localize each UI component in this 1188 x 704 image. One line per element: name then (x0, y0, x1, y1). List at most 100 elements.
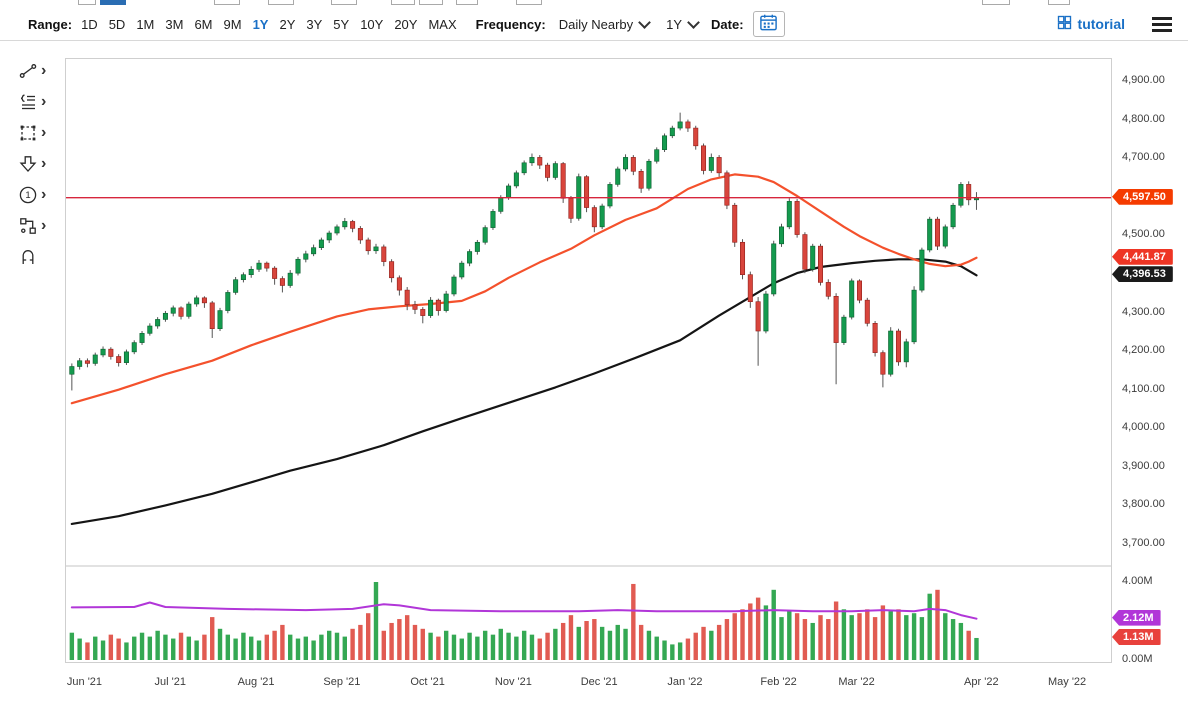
candle-body (584, 176, 590, 208)
candle-body (771, 243, 777, 295)
candle-body (435, 299, 441, 311)
period-select[interactable]: 1Y (662, 15, 702, 34)
candle-body (303, 253, 309, 260)
candle-body (919, 249, 925, 291)
volume-bar (69, 632, 75, 660)
cropped-button-fragment[interactable] (268, 0, 294, 5)
menu-icon[interactable] (1152, 16, 1172, 32)
range-option-3m[interactable]: 3M (165, 16, 184, 32)
x-axis-label: May '22 (1048, 676, 1087, 688)
chart-plot-area[interactable] (65, 58, 1112, 663)
cropped-button-fragment[interactable] (391, 0, 415, 5)
volume-bar (935, 589, 940, 660)
volume-bar (171, 638, 176, 660)
candle-body (872, 323, 878, 353)
annotation-list-tool[interactable]: › (18, 91, 62, 113)
volume-bar (272, 630, 277, 660)
volume-bar (849, 615, 854, 660)
range-option-1d[interactable]: 1D (81, 16, 98, 32)
volume-bar (373, 582, 379, 660)
candle-body (638, 170, 644, 189)
volume-bar (872, 617, 878, 660)
x-axis-label: Apr '22 (964, 676, 999, 688)
trend-line-tool[interactable]: › (18, 60, 62, 82)
y-axis-label: 4,800.00 (1122, 112, 1165, 125)
frequency-value: Daily Nearby (558, 16, 634, 32)
volume-bar (880, 605, 886, 660)
candle-body (272, 267, 278, 279)
selection-box-tool[interactable]: › (18, 122, 62, 144)
cropped-button-fragment[interactable] (1048, 0, 1070, 5)
connected-boxes-icon (18, 216, 38, 236)
volume-bar (560, 622, 566, 660)
volume-bar (288, 634, 293, 660)
volume-bar (826, 619, 831, 660)
volume-bar (732, 613, 737, 660)
volume-bar (818, 615, 823, 660)
range-option-1m[interactable]: 1M (136, 16, 155, 32)
volume-bar (451, 634, 457, 660)
range-option-3y[interactable]: 3Y (306, 16, 323, 32)
cropped-button-fragment[interactable] (214, 0, 240, 5)
chevron-right-icon: › (41, 155, 47, 172)
candle-body (591, 207, 597, 228)
x-axis-label: Sep '21 (323, 676, 361, 688)
cropped-button-fragment[interactable] (419, 0, 443, 5)
volume-bar (810, 622, 815, 660)
volume-bar (147, 636, 153, 660)
cropped-button-fragment[interactable] (516, 0, 542, 5)
avg-volume-tag: 2.12M (1112, 609, 1161, 626)
candle-body (248, 268, 254, 275)
range-option-max[interactable]: MAX (428, 16, 457, 32)
volume-bar (490, 634, 496, 660)
x-axis-label: Jun '21 (66, 676, 103, 688)
range-option-10y[interactable]: 10Y (360, 16, 384, 32)
range-label: Range: (28, 16, 73, 32)
range-option-5d[interactable]: 5D (108, 16, 126, 32)
y-axis-label: 4,000.00 (1122, 421, 1165, 434)
volume-bar (623, 628, 628, 660)
arrow-marker-tool[interactable]: › (18, 153, 62, 175)
range-option-6m[interactable]: 6M (194, 16, 213, 32)
candle-body (958, 184, 964, 206)
volume-axis-label: 4.00M (1122, 575, 1153, 587)
volume-bar (397, 619, 402, 660)
candle-body (732, 204, 738, 243)
candle-body (108, 348, 114, 357)
number-annotation-tool[interactable]: 1 › (18, 184, 62, 206)
x-axis-label: Feb '22 (760, 676, 797, 688)
candle-body (810, 245, 816, 270)
tutorial-link[interactable]: tutorial (1057, 15, 1125, 33)
cropped-button-fragment-selected[interactable] (100, 0, 126, 5)
candle-body (209, 302, 215, 330)
frequency-select[interactable]: Daily Nearby (555, 15, 653, 34)
magnet-snap-tool[interactable] (18, 246, 62, 268)
tutorial-label: tutorial (1077, 16, 1125, 32)
candle-body (123, 351, 129, 363)
svg-text:1: 1 (25, 190, 30, 201)
volume-bar (693, 632, 698, 660)
volume-bar (482, 630, 488, 660)
range-option-20y[interactable]: 20Y (394, 16, 418, 32)
chevron-right-icon: › (41, 62, 47, 79)
cropped-button-fragment[interactable] (78, 0, 96, 5)
range-option-9m[interactable]: 9M (223, 16, 242, 32)
range-option-5y[interactable]: 5Y (333, 16, 350, 32)
cropped-button-fragment[interactable] (982, 0, 1010, 5)
candle-body (92, 354, 98, 364)
flowchart-tool[interactable]: › (18, 215, 62, 237)
date-picker-button[interactable] (752, 11, 785, 37)
volume-bar (537, 638, 542, 660)
y-axis-label: 4,500.00 (1122, 228, 1165, 241)
volume-bar (217, 628, 223, 660)
volume-bar (311, 640, 316, 660)
candle-body (755, 301, 761, 332)
range-option-2y[interactable]: 2Y (279, 16, 296, 32)
circled-one-icon: 1 (18, 185, 38, 205)
volume-bar (701, 626, 706, 660)
range-option-1y[interactable]: 1Y (252, 16, 269, 32)
volume-bar (943, 613, 948, 660)
cropped-button-fragment[interactable] (331, 0, 357, 5)
cropped-button-fragment[interactable] (456, 0, 478, 5)
candlestick-chart[interactable] (66, 59, 1111, 662)
